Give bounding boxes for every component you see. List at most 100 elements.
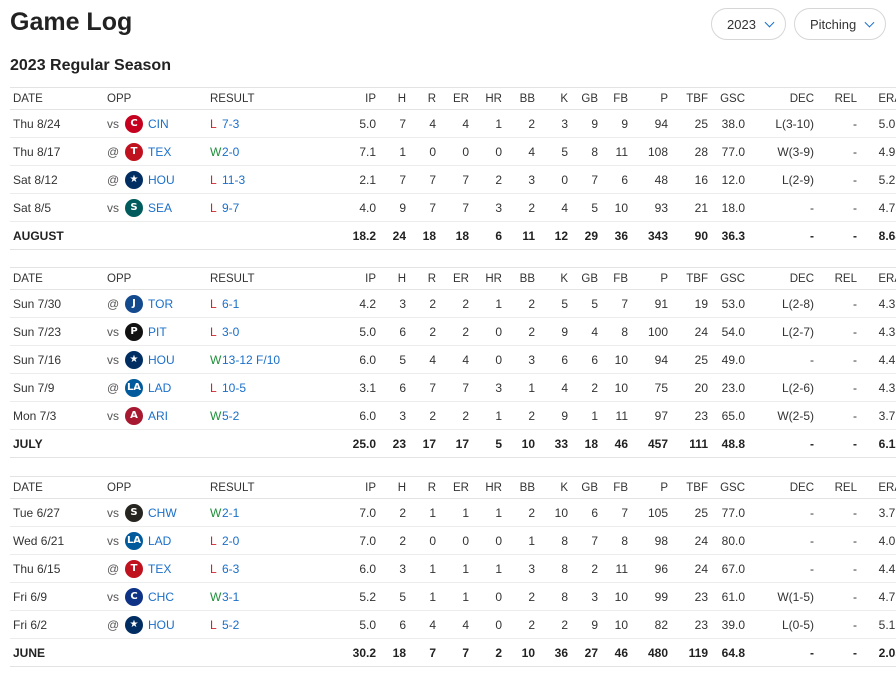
column-header-k[interactable]: K: [535, 267, 568, 290]
opponent-cell[interactable]: @ LA LAD: [104, 373, 207, 402]
column-header-r[interactable]: R: [406, 267, 436, 290]
column-header-gsc[interactable]: GSC: [708, 87, 745, 110]
column-header-fb[interactable]: FB: [598, 476, 628, 499]
column-header-tbf[interactable]: TBF: [668, 476, 708, 499]
column-header-dec[interactable]: DEC: [745, 476, 814, 499]
column-header-bb[interactable]: BB: [502, 476, 535, 499]
column-header-ip[interactable]: IP: [323, 267, 376, 290]
opponent-link[interactable]: TEX: [148, 144, 172, 159]
opponent-link[interactable]: CIN: [148, 116, 169, 131]
game-result-link[interactable]: 10-5: [222, 380, 247, 395]
column-header-date[interactable]: DATE: [10, 267, 104, 290]
column-header-k[interactable]: K: [535, 87, 568, 110]
column-header-opp[interactable]: OPP: [104, 267, 207, 290]
result-cell[interactable]: L 7-3: [207, 109, 323, 138]
season-dropdown[interactable]: 2023: [711, 8, 786, 40]
column-header-era[interactable]: ERA: [857, 267, 896, 290]
game-result-link[interactable]: 5-2: [222, 408, 240, 423]
column-header-result[interactable]: RESULT: [207, 87, 323, 110]
column-header-h[interactable]: H: [376, 476, 406, 499]
opponent-link[interactable]: TEX: [148, 561, 172, 576]
opponent-cell[interactable]: vs A ARI: [104, 401, 207, 430]
opponent-link[interactable]: HOU: [148, 617, 175, 632]
column-header-ip[interactable]: IP: [323, 87, 376, 110]
column-header-date[interactable]: DATE: [10, 87, 104, 110]
opponent-link[interactable]: LAD: [148, 533, 172, 548]
opponent-link[interactable]: HOU: [148, 172, 175, 187]
column-header-p[interactable]: P: [628, 476, 668, 499]
result-cell[interactable]: L 2-0: [207, 526, 323, 555]
column-header-date[interactable]: DATE: [10, 476, 104, 499]
game-result-link[interactable]: 7-3: [222, 116, 240, 131]
opponent-cell[interactable]: @ T TEX: [104, 554, 207, 583]
result-cell[interactable]: L 6-3: [207, 554, 323, 583]
column-header-dec[interactable]: DEC: [745, 267, 814, 290]
column-header-result[interactable]: RESULT: [207, 267, 323, 290]
opponent-link[interactable]: ARI: [148, 408, 169, 423]
opponent-link[interactable]: LAD: [148, 380, 172, 395]
column-header-ip[interactable]: IP: [323, 476, 376, 499]
game-result-link[interactable]: 11-3: [222, 172, 246, 187]
result-cell[interactable]: L 6-1: [207, 289, 323, 318]
opponent-link[interactable]: SEA: [148, 200, 173, 215]
opponent-link[interactable]: TOR: [148, 296, 174, 311]
opponent-link[interactable]: HOU: [148, 352, 175, 367]
game-result-link[interactable]: 5-2: [222, 617, 240, 632]
column-header-er[interactable]: ER: [436, 267, 469, 290]
column-header-h[interactable]: H: [376, 87, 406, 110]
result-cell[interactable]: W5-2: [207, 401, 323, 430]
column-header-gb[interactable]: GB: [568, 476, 598, 499]
column-header-r[interactable]: R: [406, 476, 436, 499]
result-cell[interactable]: W3-1: [207, 582, 323, 611]
opponent-cell[interactable]: vs C CHC: [104, 582, 207, 611]
opponent-cell[interactable]: vs S CHW: [104, 498, 207, 527]
column-header-rel[interactable]: REL: [814, 87, 857, 110]
column-header-k[interactable]: K: [535, 476, 568, 499]
column-header-fb[interactable]: FB: [598, 267, 628, 290]
column-header-gsc[interactable]: GSC: [708, 267, 745, 290]
column-header-gb[interactable]: GB: [568, 267, 598, 290]
game-result-link[interactable]: 2-0: [222, 144, 240, 159]
opponent-cell[interactable]: @ ★ HOU: [104, 165, 207, 194]
column-header-hr[interactable]: HR: [469, 476, 502, 499]
column-header-result[interactable]: RESULT: [207, 476, 323, 499]
game-result-link[interactable]: 6-1: [222, 296, 240, 311]
game-result-link[interactable]: 6-3: [222, 561, 240, 576]
result-cell[interactable]: L 11-3: [207, 165, 323, 194]
column-header-rel[interactable]: REL: [814, 267, 857, 290]
result-cell[interactable]: W13-12 F/10: [207, 345, 323, 374]
opponent-cell[interactable]: @ ★ HOU: [104, 610, 207, 639]
opponent-link[interactable]: CHW: [148, 505, 177, 520]
game-result-link[interactable]: 9-7: [222, 200, 240, 215]
opponent-cell[interactable]: vs LA LAD: [104, 526, 207, 555]
column-header-h[interactable]: H: [376, 267, 406, 290]
result-cell[interactable]: W2-1: [207, 498, 323, 527]
column-header-gsc[interactable]: GSC: [708, 476, 745, 499]
game-result-link[interactable]: 2-0: [222, 533, 240, 548]
opponent-cell[interactable]: @ T TEX: [104, 137, 207, 166]
column-header-er[interactable]: ER: [436, 87, 469, 110]
column-header-bb[interactable]: BB: [502, 267, 535, 290]
column-header-era[interactable]: ERA: [857, 476, 896, 499]
column-header-fb[interactable]: FB: [598, 87, 628, 110]
opponent-cell[interactable]: @ J TOR: [104, 289, 207, 318]
game-result-link[interactable]: 13-12 F/10: [222, 352, 281, 367]
column-header-rel[interactable]: REL: [814, 476, 857, 499]
result-cell[interactable]: L 9-7: [207, 193, 323, 222]
column-header-era[interactable]: ERA: [857, 87, 896, 110]
column-header-tbf[interactable]: TBF: [668, 87, 708, 110]
column-header-p[interactable]: P: [628, 267, 668, 290]
game-result-link[interactable]: 3-1: [222, 589, 240, 604]
stat-type-dropdown[interactable]: Pitching: [794, 8, 886, 40]
column-header-r[interactable]: R: [406, 87, 436, 110]
column-header-dec[interactable]: DEC: [745, 87, 814, 110]
result-cell[interactable]: L 10-5: [207, 373, 323, 402]
column-header-er[interactable]: ER: [436, 476, 469, 499]
opponent-cell[interactable]: vs ★ HOU: [104, 345, 207, 374]
opponent-cell[interactable]: vs P PIT: [104, 317, 207, 346]
opponent-cell[interactable]: vs S SEA: [104, 193, 207, 222]
result-cell[interactable]: L 5-2: [207, 610, 323, 639]
column-header-bb[interactable]: BB: [502, 87, 535, 110]
column-header-tbf[interactable]: TBF: [668, 267, 708, 290]
column-header-opp[interactable]: OPP: [104, 476, 207, 499]
